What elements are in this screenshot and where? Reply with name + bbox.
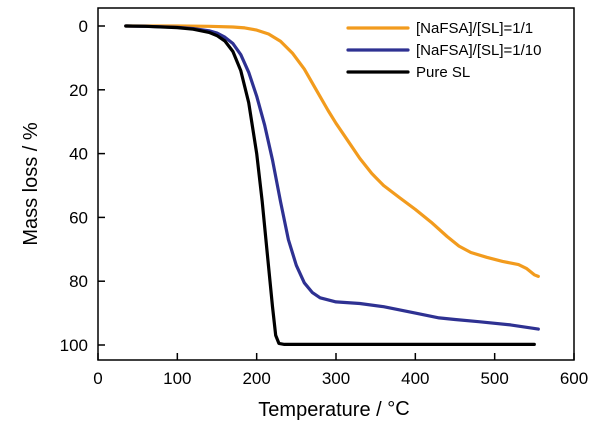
y-tick-label: 80 bbox=[69, 272, 88, 291]
x-tick-label: 200 bbox=[242, 369, 270, 388]
x-axis-title: Temperature / °C bbox=[258, 398, 409, 421]
ticks-layer: 0 100 200 300 400 500 600 0 20 40 60 80 100 bbox=[60, 17, 589, 388]
x-tick-label: 600 bbox=[560, 369, 588, 388]
y-tick-label: 100 bbox=[60, 336, 88, 355]
plot-frame bbox=[97, 7, 575, 361]
x-tick-label: 100 bbox=[163, 369, 191, 388]
series-layer bbox=[124, 24, 540, 346]
series-line-2 bbox=[124, 24, 540, 331]
y-tick-label: 40 bbox=[69, 145, 88, 164]
y-tick-label: 60 bbox=[69, 208, 88, 227]
x-axis-title-text: Temperature / bbox=[258, 399, 387, 421]
y-tick-label: 0 bbox=[79, 17, 88, 36]
x-axis-title-unit: °C bbox=[387, 398, 409, 420]
legend-label: [NaFSA]/[SL]=1/1 bbox=[416, 20, 533, 37]
y-axis-title: Mass loss / % bbox=[20, 122, 42, 246]
legend: [NaFSA]/[SL]=1/1 [NaFSA]/[SL]=1/10 Pure SL bbox=[346, 20, 542, 81]
y-tick-label: 20 bbox=[69, 81, 88, 100]
x-tick-label: 0 bbox=[93, 369, 102, 388]
x-tick-label: 400 bbox=[401, 369, 429, 388]
legend-label: Pure SL bbox=[416, 64, 470, 81]
series-line-1 bbox=[124, 24, 540, 278]
x-tick-label: 500 bbox=[480, 369, 508, 388]
legend-label: [NaFSA]/[SL]=1/10 bbox=[416, 42, 542, 59]
series-line-3 bbox=[124, 24, 536, 346]
x-tick-label: 300 bbox=[322, 369, 350, 388]
